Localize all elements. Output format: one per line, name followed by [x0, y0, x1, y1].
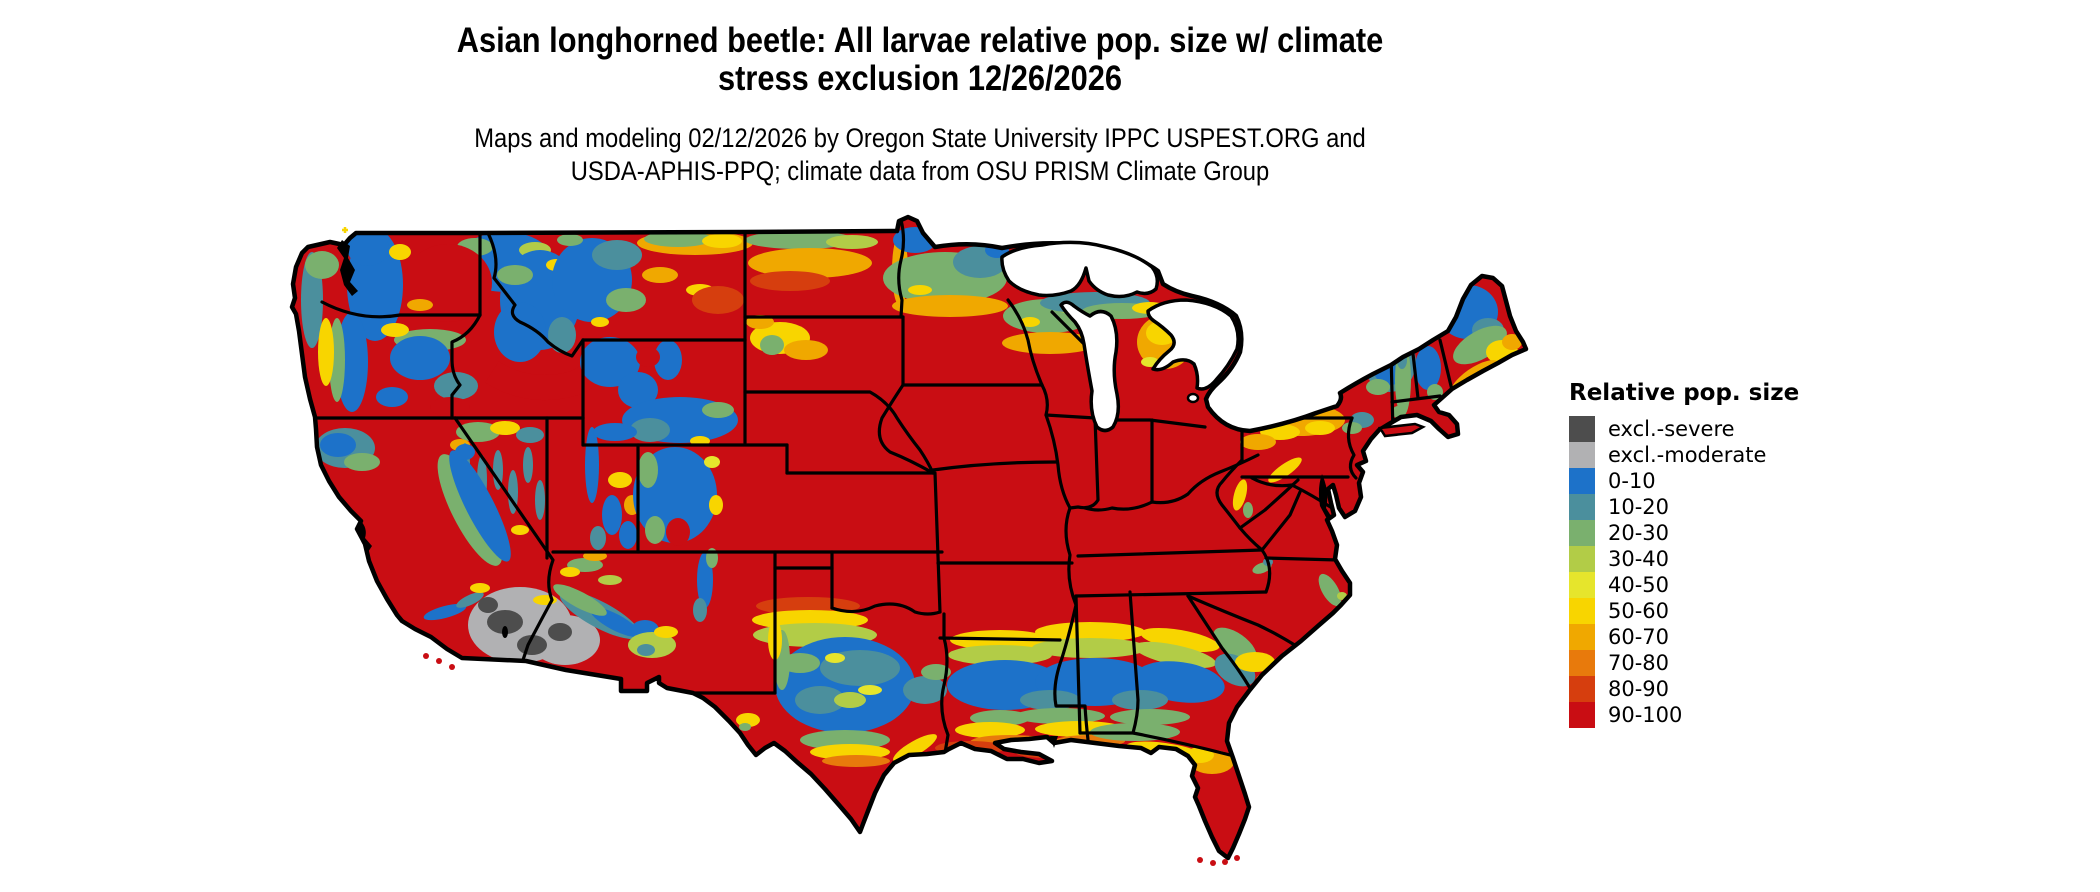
legend-swatch [1569, 676, 1595, 702]
header: Asian longhorned beetle: All larvae rela… [260, 22, 1580, 188]
legend-item-50-60: 50-60 [1569, 598, 1799, 624]
legend-swatch [1569, 598, 1595, 624]
legend-label: 70-80 [1608, 651, 1670, 675]
san-francisco-bay [358, 520, 372, 552]
legend-item-60-70: 60-70 [1569, 624, 1799, 650]
lake-st-clair [1186, 392, 1200, 404]
legend-item-40-50: 40-50 [1569, 572, 1799, 598]
great-lakes [1000, 240, 1240, 433]
legend-item-excl.-moderate: excl.-moderate [1569, 442, 1799, 468]
legend-label: 80-90 [1608, 677, 1670, 701]
legend-label: 50-60 [1608, 599, 1670, 623]
legend-swatch [1569, 442, 1595, 468]
legend: Relative pop. size excl.-severe excl.-mod… [1569, 380, 1799, 728]
legend-label: 10-20 [1608, 495, 1670, 519]
legend-label: 90-100 [1608, 703, 1683, 727]
legend-swatch [1569, 494, 1595, 520]
legend-item-excl.-severe: excl.-severe [1569, 416, 1799, 442]
legend-item-70-80: 70-80 [1569, 650, 1799, 676]
legend-label: excl.-moderate [1608, 443, 1767, 467]
legend-swatch [1569, 468, 1595, 494]
legend-title: Relative pop. size [1569, 380, 1800, 406]
legend-item-30-40: 30-40 [1569, 546, 1799, 572]
map-title-line2: stress exclusion 12/26/2026 [717, 59, 1123, 98]
legend-item-10-20: 10-20 [1569, 494, 1799, 520]
puget-sound [337, 240, 358, 296]
legend-swatch [1569, 520, 1595, 546]
lake-superior [1000, 240, 1160, 299]
legend-swatch [1569, 650, 1595, 676]
legend-item-20-30: 20-30 [1569, 520, 1799, 546]
mobile-bay [1050, 736, 1058, 748]
salton-sea [502, 626, 508, 638]
chesapeake-bay [1318, 474, 1331, 519]
legend-label: excl.-severe [1608, 417, 1735, 441]
map-title-line1: Asian longhorned beetle: All larvae rela… [456, 21, 1384, 60]
legend-label: 20-30 [1608, 521, 1670, 545]
lake-huron [1146, 298, 1240, 391]
legend-label: 40-50 [1608, 573, 1670, 597]
islands [342, 227, 1426, 866]
long-island [1377, 422, 1426, 438]
legend-item-90-100: 90-100 [1569, 702, 1799, 728]
map-subtitle: Maps and modeling 02/12/2026 by Oregon S… [260, 122, 1580, 188]
map-subtitle-line2: USDA-APHIS-PPQ; climate data from OSU PR… [570, 156, 1270, 186]
legend-swatch [1569, 572, 1595, 598]
legend-item-80-90: 80-90 [1569, 676, 1799, 702]
legend-swatch [1569, 546, 1595, 572]
raster-color-regions [301, 227, 1522, 788]
legend-swatch [1569, 416, 1595, 442]
water-features [337, 240, 1331, 748]
legend-label: 0-10 [1608, 469, 1656, 493]
map-marker-cross [342, 227, 348, 233]
legend-swatch [1569, 624, 1595, 650]
map-subtitle-line1: Maps and modeling 02/12/2026 by Oregon S… [474, 123, 1366, 153]
lake-michigan [1059, 300, 1121, 433]
legend-items: excl.-severe excl.-moderate 0-10 10-20 20-30… [1569, 416, 1799, 728]
legend-label: 30-40 [1608, 547, 1670, 571]
legend-label: 60-70 [1608, 625, 1670, 649]
legend-item-0-10: 0-10 [1569, 468, 1799, 494]
legend-swatch [1569, 702, 1595, 728]
state-borders [314, 218, 1454, 757]
